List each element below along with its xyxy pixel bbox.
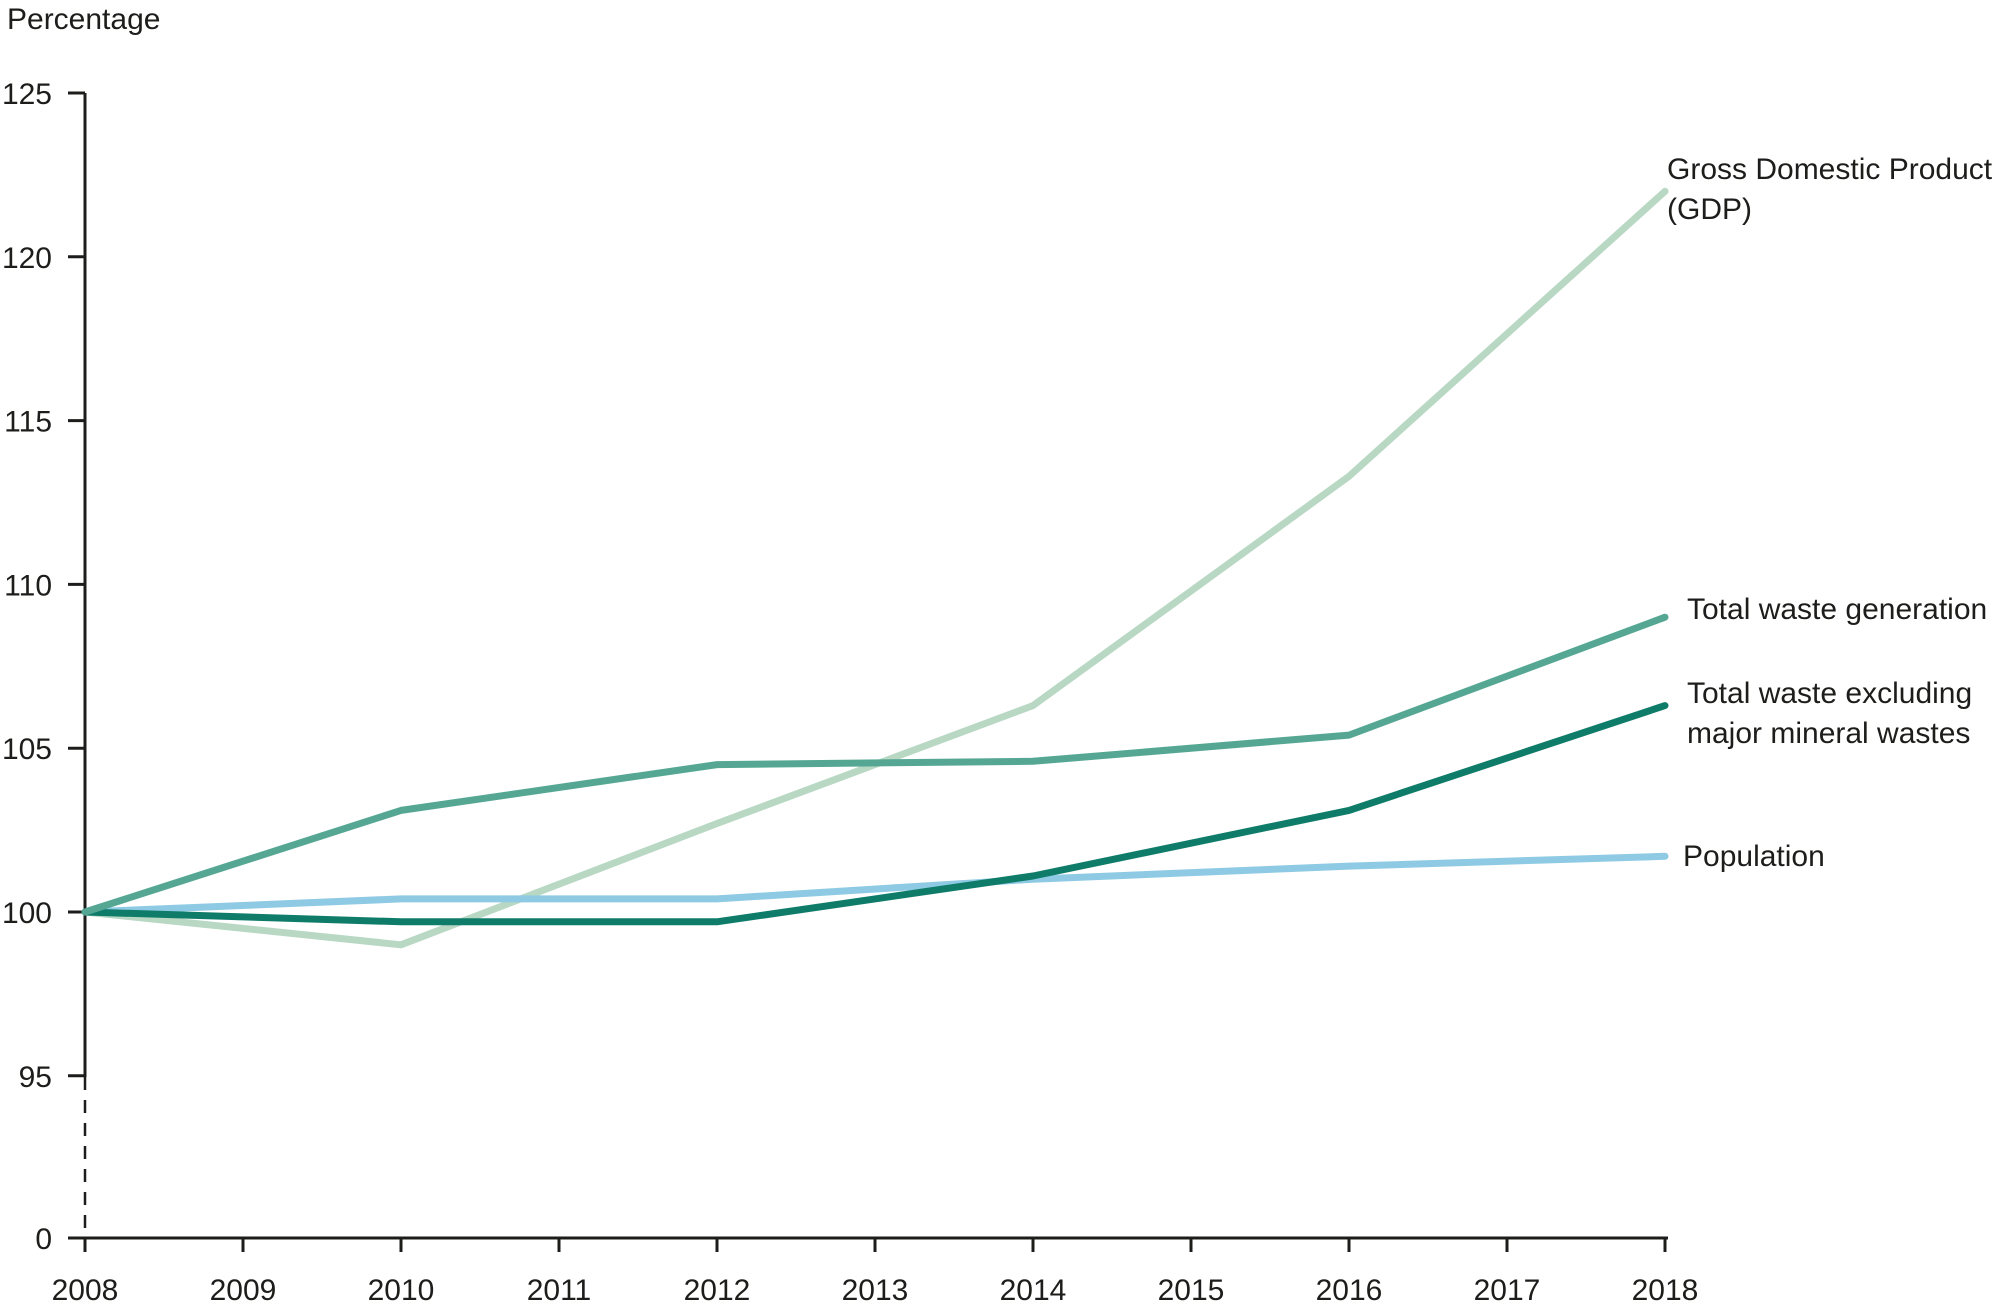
- y-tick-label: 115: [4, 406, 52, 439]
- series-line-waste_excl: [81, 702, 1669, 926]
- legend-label-gdp: Gross Domestic Product (GDP): [1667, 153, 1993, 226]
- x-tick-label: 2008: [52, 1274, 119, 1307]
- y-tick-label: 125: [2, 78, 52, 111]
- series-line-waste_gen: [81, 613, 1669, 916]
- x-tick-label: 2017: [1474, 1274, 1541, 1307]
- y-tick-label: 120: [2, 242, 52, 275]
- x-tick-label: 2013: [842, 1274, 909, 1307]
- series-line-population: [81, 852, 1669, 916]
- x-tick-label: 2016: [1316, 1274, 1383, 1307]
- series-line-gdp: [81, 187, 1669, 949]
- x-tick-label: 2018: [1632, 1274, 1699, 1307]
- legend-label-total-waste-generation: Total waste generation: [1687, 593, 1988, 626]
- legend-label-total-waste-excluding: Total waste excluding major mineral wast…: [1687, 677, 1973, 750]
- y-axis-title: Percentage: [7, 3, 161, 36]
- x-tick-label: 2010: [368, 1274, 435, 1307]
- x-tick-label: 2014: [1000, 1274, 1067, 1307]
- y-tick-label: 95: [19, 1061, 52, 1094]
- x-tick-label: 2011: [527, 1274, 592, 1307]
- legend-label-population: Population: [1683, 840, 1825, 873]
- y-tick-label: 100: [2, 897, 52, 930]
- y-tick-label: 105: [2, 733, 52, 766]
- x-tick-label: 2015: [1158, 1274, 1225, 1307]
- y-tick-label: 0: [35, 1223, 52, 1256]
- x-tick-label: 2012: [684, 1274, 751, 1307]
- x-tick-label: 2009: [210, 1274, 277, 1307]
- y-tick-label: 110: [4, 569, 52, 602]
